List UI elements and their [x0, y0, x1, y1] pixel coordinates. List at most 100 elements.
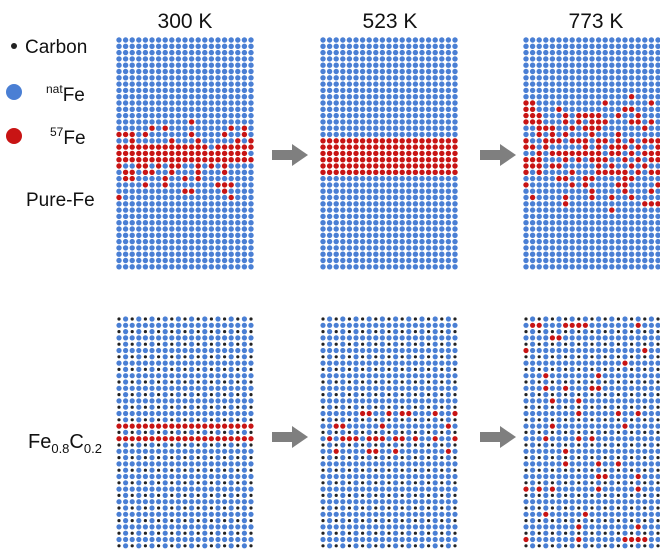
- carbon-atom: [590, 468, 594, 472]
- fe57-atom: [188, 119, 195, 125]
- natfe-atom: [622, 232, 628, 238]
- carbon-atom: [387, 430, 391, 434]
- natfe-atom: [622, 492, 628, 498]
- natfe-atom: [582, 87, 589, 94]
- carbon-atom: [413, 393, 417, 397]
- natfe-atom: [241, 220, 248, 226]
- natfe-atom: [359, 232, 366, 238]
- natfe-atom: [529, 245, 536, 251]
- carbon-atom: [143, 430, 147, 434]
- natfe-atom: [215, 251, 221, 257]
- natfe-atom: [379, 499, 385, 505]
- natfe-atom: [543, 480, 549, 486]
- fe57-atom: [392, 144, 399, 150]
- natfe-atom: [248, 264, 254, 270]
- natfe-atom: [340, 194, 346, 201]
- natfe-atom: [589, 245, 595, 251]
- carbon-atom: [347, 393, 351, 397]
- natfe-atom: [353, 316, 359, 322]
- natfe-atom: [602, 188, 608, 194]
- natfe-atom: [622, 138, 628, 144]
- natfe-atom: [556, 169, 562, 175]
- natfe-atom: [549, 322, 556, 328]
- natfe-atom: [595, 201, 602, 207]
- natfe-atom: [393, 379, 399, 385]
- carbon-atom: [427, 355, 431, 359]
- natfe-atom: [149, 207, 155, 213]
- natfe-atom: [648, 417, 655, 423]
- carbon-atom: [183, 380, 187, 384]
- fe57-atom: [202, 436, 208, 442]
- fe57-atom: [399, 410, 405, 417]
- natfe-atom: [596, 442, 602, 448]
- natfe-atom: [149, 194, 155, 201]
- natfe-atom: [655, 119, 660, 125]
- natfe-atom: [642, 194, 648, 201]
- natfe-atom: [563, 335, 569, 341]
- natfe-atom: [432, 467, 438, 473]
- natfe-atom: [412, 94, 419, 100]
- natfe-atom: [195, 106, 201, 113]
- natfe-atom: [609, 119, 615, 125]
- natfe-atom: [392, 49, 399, 56]
- natfe-atom: [359, 201, 366, 207]
- natfe-atom: [248, 373, 254, 379]
- natfe-atom: [622, 518, 628, 524]
- natfe-atom: [333, 207, 339, 213]
- natfe-atom: [366, 213, 372, 220]
- natfe-atom: [556, 62, 562, 68]
- natfe-atom: [353, 398, 359, 404]
- natfe-atom: [333, 347, 339, 354]
- natfe-atom: [346, 220, 353, 226]
- natfe-atom: [569, 37, 575, 43]
- natfe-atom: [536, 144, 542, 150]
- natfe-atom: [615, 201, 622, 207]
- fe57-atom: [635, 536, 641, 543]
- fe57-atom: [188, 144, 195, 150]
- fe57-atom: [399, 163, 405, 169]
- natfe-atom: [379, 194, 386, 201]
- natfe-atom: [582, 480, 589, 486]
- natfe-atom: [563, 511, 569, 517]
- natfe-atom: [582, 316, 589, 322]
- natfe-atom: [406, 360, 412, 366]
- natfe-atom: [523, 75, 529, 81]
- natfe-atom: [188, 43, 195, 49]
- natfe-atom: [366, 455, 372, 461]
- natfe-atom: [386, 385, 392, 391]
- natfe-atom: [175, 169, 182, 175]
- fe57-atom: [602, 100, 608, 106]
- fe57-atom: [425, 169, 432, 175]
- natfe-atom: [615, 226, 622, 232]
- natfe-atom: [549, 169, 556, 175]
- carbon-atom: [249, 355, 253, 359]
- legend-fe57-label: 57Fe: [50, 125, 86, 149]
- fe57-atom: [589, 125, 595, 131]
- natfe-atom: [536, 257, 542, 264]
- natfe-atom: [432, 182, 438, 188]
- carbon-atom: [157, 430, 161, 434]
- carbon-atom: [440, 430, 444, 434]
- natfe-atom: [142, 264, 149, 270]
- natfe-atom: [248, 68, 254, 75]
- natfe-atom: [609, 499, 615, 505]
- natfe-atom: [642, 335, 648, 341]
- fe57-atom: [122, 150, 129, 157]
- natfe-atom: [353, 341, 359, 347]
- natfe-atom: [353, 213, 359, 220]
- carbon-atom: [590, 367, 594, 371]
- natfe-atom: [379, 213, 386, 220]
- carbon-atom: [321, 493, 325, 497]
- natfe-atom: [122, 163, 129, 169]
- natfe-atom: [188, 100, 195, 106]
- natfe-atom: [595, 75, 602, 81]
- carbon-atom: [374, 342, 378, 346]
- natfe-atom: [596, 524, 602, 530]
- fe57-atom: [228, 194, 234, 201]
- natfe-atom: [366, 56, 372, 62]
- natfe-atom: [569, 442, 575, 448]
- natfe-atom: [228, 169, 234, 175]
- natfe-atom: [129, 238, 135, 245]
- natfe-atom: [556, 543, 562, 549]
- natfe-atom: [142, 37, 149, 43]
